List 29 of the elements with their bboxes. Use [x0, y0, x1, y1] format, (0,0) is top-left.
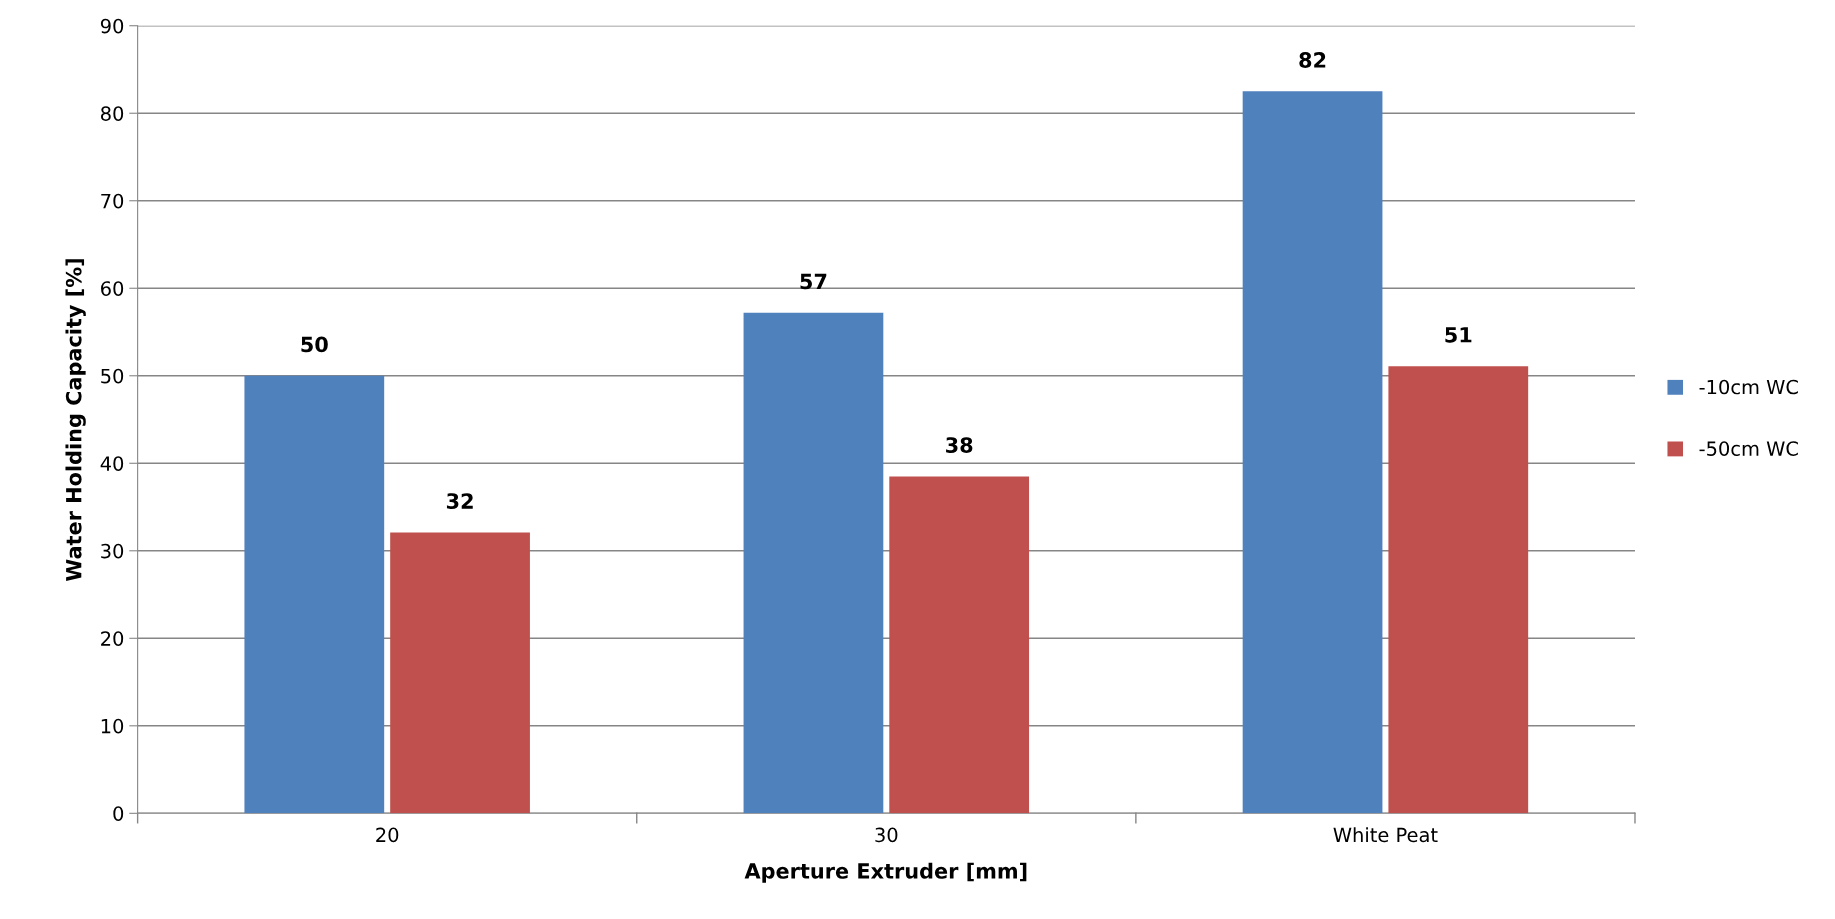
data-label: 32 — [446, 493, 473, 509]
bar — [1242, 91, 1383, 814]
bar — [1388, 366, 1529, 814]
y-tick-label: 90 — [100, 18, 124, 34]
bar — [390, 532, 530, 814]
x-tick-label: 30 — [875, 827, 898, 843]
y-tick-label: 40 — [100, 456, 124, 471]
bar — [743, 312, 884, 814]
x-tick-label: White Peat — [1333, 827, 1438, 843]
legend-label: -50cm WC — [1699, 441, 1798, 456]
data-label: 82 — [1299, 52, 1326, 68]
y-tick-label: 80 — [101, 106, 124, 121]
legend-label: -10cm WC — [1699, 379, 1798, 395]
bar — [889, 476, 1030, 814]
data-label: 57 — [800, 273, 827, 290]
y-tick-label: 0 — [113, 806, 124, 821]
data-label: 38 — [946, 437, 973, 453]
x-tick-label: 20 — [376, 827, 399, 843]
y-tick-label: 70 — [101, 193, 124, 209]
y-tick-label: 50 — [101, 368, 124, 384]
data-label: 50 — [301, 336, 328, 353]
y-tick-label: 60 — [101, 281, 124, 296]
bar — [244, 375, 385, 814]
y-tick-label: 10 — [101, 718, 124, 734]
x-axis-title: Aperture Extruder [mm] — [744, 862, 1027, 883]
y-tick-label: 20 — [101, 631, 124, 646]
y-axis-title: Water Holding Capacity [%] — [65, 259, 86, 582]
data-label: 51 — [1445, 327, 1472, 343]
y-tick-label: 30 — [101, 543, 124, 559]
